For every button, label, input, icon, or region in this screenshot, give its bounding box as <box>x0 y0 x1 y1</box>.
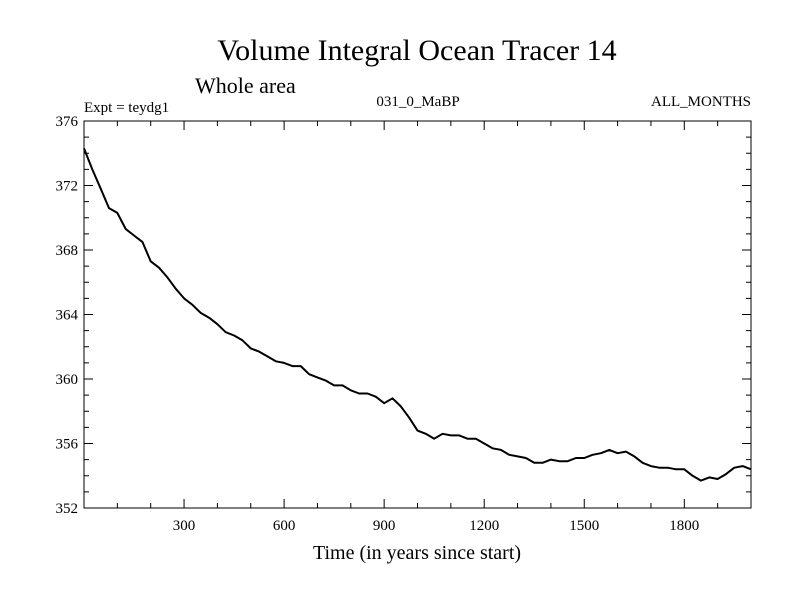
y-tick-label: 376 <box>56 114 79 130</box>
chart-subtitle: Whole area <box>195 73 296 98</box>
y-tick-label: 364 <box>56 308 79 324</box>
x-tick-label: 1500 <box>569 518 599 534</box>
y-axis: 352 356 360 364 368 372 376 <box>56 114 751 517</box>
x-tick-label: 300 <box>173 518 196 534</box>
tracer-series-line <box>83 148 752 482</box>
x-tick-label: 1800 <box>669 518 699 534</box>
chart-title: Volume Integral Ocean Tracer 14 <box>217 34 616 67</box>
y-tick-label: 368 <box>56 243 79 259</box>
x-tick-label: 600 <box>273 518 296 534</box>
experiment-label: Expt = teydg1 <box>84 100 169 116</box>
y-tick-label: 356 <box>56 437 79 453</box>
y-tick-label: 360 <box>56 372 79 388</box>
y-tick-label: 372 <box>56 179 79 195</box>
plot-frame <box>83 120 752 509</box>
x-tick-label: 900 <box>373 518 396 534</box>
run-label: 031_0_MaBP <box>376 94 459 110</box>
x-tick-label: 1200 <box>469 518 499 534</box>
months-label: ALL_MONTHS <box>651 94 751 110</box>
x-axis-title: Time (in years since start) <box>313 542 521 564</box>
y-tick-label: 352 <box>56 501 79 517</box>
x-axis: 300 600 900 1200 1500 1800 <box>116 121 719 534</box>
